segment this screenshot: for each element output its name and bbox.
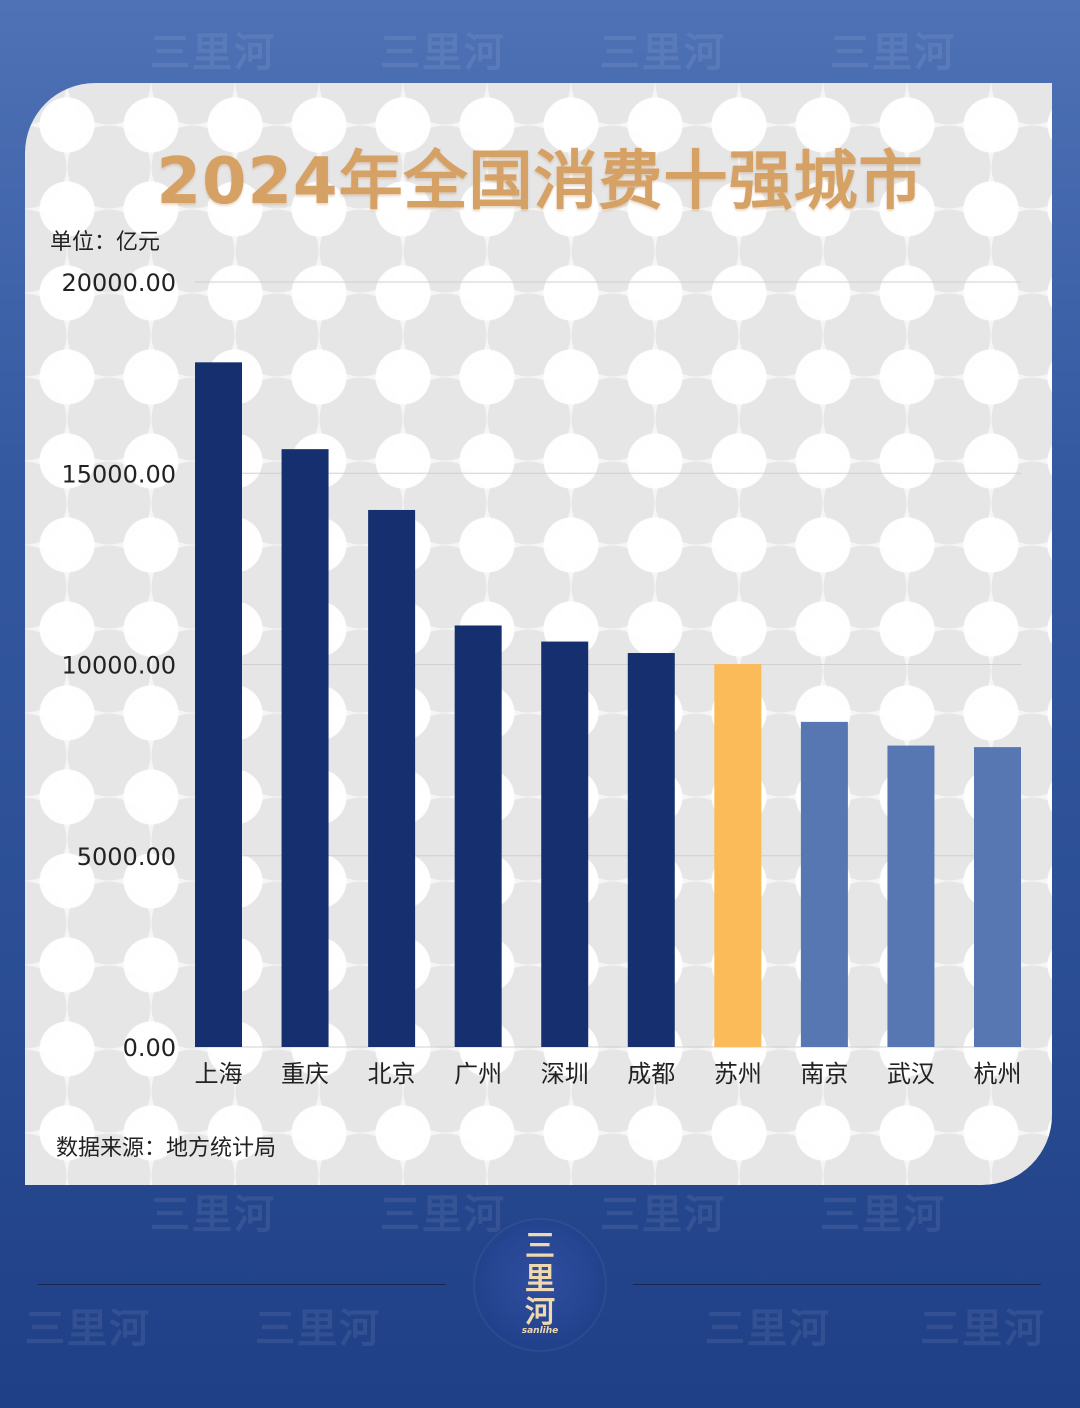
x-category-label: 北京 bbox=[368, 1060, 416, 1088]
data-source: 数据来源：地方统计局 bbox=[56, 1136, 277, 1161]
bar bbox=[195, 362, 242, 1047]
watermark-text: 三里河 bbox=[380, 1192, 506, 1238]
watermark-text: 三里河 bbox=[150, 1192, 276, 1238]
divider-right bbox=[633, 1284, 1041, 1285]
y-tick-label: 20000.00 bbox=[61, 269, 176, 297]
y-tick-label: 0.00 bbox=[123, 1034, 176, 1062]
y-tick-label: 5000.00 bbox=[77, 843, 176, 871]
x-category-label: 杭州 bbox=[974, 1060, 1022, 1088]
x-category-label: 上海 bbox=[195, 1060, 243, 1088]
x-category-label: 成都 bbox=[627, 1060, 675, 1088]
bar bbox=[974, 747, 1021, 1047]
watermark-text: 三里河 bbox=[820, 1192, 946, 1238]
bar-chart: 0.00 5000.00 10000.00 15000.00 20000.00 上海 重庆 北… bbox=[61, 269, 1022, 1088]
watermark-text: 三里河 bbox=[600, 30, 726, 76]
x-category-label: 广州 bbox=[454, 1060, 502, 1088]
divider-left bbox=[38, 1284, 446, 1285]
x-category-label: 深圳 bbox=[541, 1060, 589, 1088]
watermark-text: 三里河 bbox=[920, 1306, 1046, 1352]
watermark-text: 三里河 bbox=[705, 1306, 831, 1352]
chart-title: 2024年全国消费十强城市 bbox=[156, 145, 924, 219]
bar bbox=[541, 641, 589, 1047]
bar bbox=[281, 449, 329, 1048]
watermark-text: 三里河 bbox=[600, 1192, 726, 1238]
x-category-label: 重庆 bbox=[281, 1060, 329, 1088]
y-tick-label: 10000.00 bbox=[61, 652, 176, 680]
bar bbox=[627, 653, 675, 1047]
watermark-text: 三里河 bbox=[830, 30, 956, 76]
bar bbox=[714, 664, 762, 1047]
watermark-text: 三里河 bbox=[150, 30, 276, 76]
x-category-label: 苏州 bbox=[714, 1060, 762, 1088]
x-category-label: 武汉 bbox=[887, 1060, 935, 1088]
unit-label: 单位：亿元 bbox=[50, 230, 161, 255]
watermark-text: 三里河 bbox=[380, 30, 506, 76]
x-category-label: 南京 bbox=[800, 1060, 848, 1088]
watermark-text: 三里河 bbox=[255, 1306, 381, 1352]
logo-text: 三 里 河 bbox=[525, 1229, 555, 1330]
bar bbox=[800, 721, 848, 1047]
watermark-text: 三里河 bbox=[25, 1306, 151, 1352]
y-tick-label: 15000.00 bbox=[61, 460, 176, 488]
sanlihe-logo: 三 里 河 sanlihe bbox=[475, 1220, 605, 1350]
bar bbox=[454, 625, 502, 1047]
bar bbox=[887, 745, 935, 1047]
bar bbox=[368, 509, 416, 1048]
logo-subtitle: sanlihe bbox=[521, 1326, 559, 1336]
